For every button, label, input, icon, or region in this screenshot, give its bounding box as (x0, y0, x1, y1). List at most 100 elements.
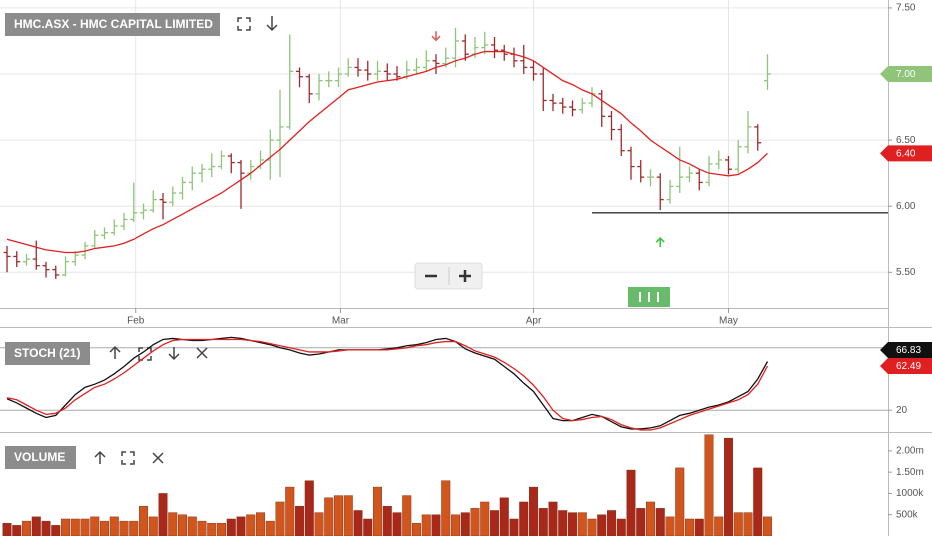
volume-bar (704, 434, 714, 536)
volume-bar (519, 501, 529, 536)
y-tick-label: 20 (896, 405, 908, 416)
title-box: VOLUME (5, 446, 76, 469)
x-tick-label: Feb (127, 316, 145, 327)
volume-bar (529, 486, 539, 536)
volume-bar (275, 501, 285, 536)
volume-bar (129, 520, 139, 536)
volume-bar (314, 512, 324, 536)
y-tick-label: 1.50m (896, 467, 924, 478)
volume-bar (675, 467, 685, 536)
volume-bar (2, 523, 12, 536)
volume-bar (119, 520, 129, 536)
x-tick-label: Apr (526, 316, 542, 327)
title: STOCH (21) (14, 346, 80, 360)
icon[interactable] (237, 16, 278, 32)
volume-bar (139, 506, 149, 536)
volume-bar (714, 516, 724, 536)
volume-bar (402, 495, 412, 536)
volume-bar (451, 514, 461, 536)
volume-bar (694, 518, 704, 536)
volume-bar (626, 469, 636, 536)
volume-bar (168, 512, 178, 536)
volume-bar (636, 508, 646, 536)
volume-bar (41, 520, 51, 536)
volume-bar (616, 518, 626, 536)
volume-bar (412, 523, 422, 536)
volume-bar (246, 514, 256, 536)
ma-label-tag (880, 145, 932, 162)
volume-bar (51, 525, 61, 536)
volume-bar (421, 514, 431, 536)
volume-bar (392, 512, 402, 536)
volume-bar (587, 518, 597, 536)
volume-bar (304, 480, 314, 536)
volume-bar (256, 512, 266, 536)
volume-bar (606, 510, 616, 536)
volume-bar (207, 523, 217, 536)
volume-bar (109, 516, 119, 536)
volume-bar (236, 516, 246, 536)
signal-arrow (655, 237, 665, 248)
volume-bar (265, 520, 275, 536)
volume-bar (31, 516, 41, 536)
volume-bar (334, 495, 344, 536)
volume-bar (353, 510, 363, 536)
volume-bar (499, 497, 509, 536)
pattern-marker[interactable] (628, 287, 670, 307)
volume-bar (577, 512, 587, 536)
volume-bar (558, 510, 568, 536)
volume-bar (295, 506, 305, 536)
volume-bar (100, 520, 110, 536)
volume-bar (61, 518, 71, 536)
volume-bar (548, 501, 558, 536)
price-label-tag (880, 66, 932, 83)
volume-bar (597, 514, 607, 536)
y-tick-label: 1000k (896, 488, 924, 499)
volume-bar (460, 512, 470, 536)
volume-bar (217, 523, 227, 536)
volume-bar (90, 516, 100, 536)
y-tick-label: 6.50 (896, 135, 916, 146)
volume-bar (743, 512, 753, 536)
volume-bar (753, 467, 763, 536)
title-box: HMC.ASX - HMC CAPITAL LIMITED (5, 13, 220, 36)
volume-bar (665, 516, 675, 536)
signal-arrow (431, 31, 441, 42)
last-value: 66.83 (896, 345, 921, 356)
x-tick-label: May (719, 316, 738, 327)
volume-bar (441, 480, 451, 536)
volume-bar (343, 495, 353, 536)
y-tick-label: 5.50 (896, 267, 916, 278)
volume-bar (158, 493, 168, 536)
volume-bar (324, 497, 334, 536)
y-tick-label: 7.50 (896, 3, 916, 14)
volume-bar (197, 520, 207, 536)
volume-bar (568, 512, 578, 536)
volume-bar (187, 516, 197, 536)
volume-bar (733, 512, 743, 536)
volume-bar (22, 520, 32, 536)
volume-bar (373, 486, 383, 536)
volume-bar (178, 514, 188, 536)
volume-bar (490, 510, 500, 536)
title-box: STOCH (21) (5, 342, 90, 365)
x-tick-label: Mar (332, 316, 350, 327)
stoch-line (6, 336, 769, 430)
volume-bar (285, 486, 295, 536)
y-tick-label: 500k (896, 509, 919, 520)
stoch-line (6, 338, 769, 431)
volume-bar (80, 518, 90, 536)
icon[interactable] (94, 450, 164, 465)
last-value: 62.49 (896, 361, 921, 372)
volume-bar (148, 516, 158, 536)
volume-bar (70, 518, 80, 536)
last-value-tag (880, 358, 932, 375)
title: VOLUME (14, 450, 65, 464)
icon[interactable] (109, 345, 208, 361)
volume-bar (645, 501, 655, 536)
volume-bar (382, 506, 392, 536)
last-value-tag (880, 342, 932, 359)
zoom-control[interactable] (414, 262, 483, 290)
